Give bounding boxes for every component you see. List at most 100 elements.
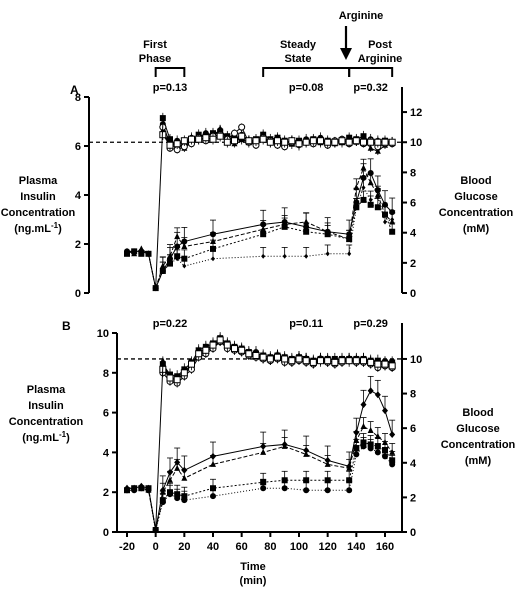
p-value-label: p=0.11: [289, 318, 323, 330]
insulin-point: [367, 169, 374, 176]
svg-text:Glucose: Glucose: [454, 191, 497, 203]
glucose-point: [295, 140, 303, 148]
insulin-point: [303, 228, 310, 235]
phase-first: First Phase: [139, 39, 171, 65]
p-value-label: p=0.32: [353, 82, 388, 94]
svg-text:Plasma: Plasma: [19, 175, 58, 187]
insulin-point: [260, 485, 267, 492]
glucose-point: [238, 132, 246, 140]
insulin-point: [174, 464, 181, 471]
insulin-point: [174, 495, 181, 502]
glucose-point: [381, 360, 389, 368]
insulin-point: [375, 194, 380, 200]
insulin-point: [211, 256, 215, 262]
insulin-series-square: [124, 190, 396, 292]
insulin-point: [181, 474, 188, 481]
insulin-point: [346, 236, 353, 243]
panel-b-y2label: Blood Glucose Concentration (mM): [441, 407, 516, 467]
glucose-point: [266, 138, 274, 146]
insulin-point: [360, 401, 367, 409]
glucose-point: [252, 351, 260, 359]
svg-text:Insulin: Insulin: [28, 400, 64, 412]
clamp-start-link: [155, 365, 164, 531]
phase-first-line2: Phase: [139, 53, 171, 65]
glucose-point: [345, 138, 353, 146]
p-value-label: p=0.08: [289, 82, 324, 94]
p-value-label: p=0.29: [353, 318, 388, 330]
insulin-point: [145, 487, 152, 494]
insulin-point: [324, 231, 331, 238]
glucose-point: [352, 357, 360, 365]
insulin-series-line: [127, 390, 393, 531]
svg-text:(mM): (mM): [465, 455, 492, 467]
insulin-point: [303, 450, 310, 457]
insulin-point: [181, 242, 188, 249]
p-value-label: p=0.13: [153, 82, 188, 94]
x-tick-label: 60: [236, 541, 248, 553]
glucose-point: [360, 133, 367, 140]
glucose-point: [209, 341, 217, 349]
right-tick-label: 10: [410, 354, 422, 366]
glucose-point: [223, 341, 231, 349]
insulin-point: [346, 487, 353, 494]
insulin-series-line: [126, 441, 393, 531]
glucose-point: [245, 137, 253, 145]
x-tick-label: -20: [119, 541, 135, 553]
glucose-point: [202, 346, 210, 354]
glucose-point: [309, 358, 317, 366]
x-tick-label: 80: [264, 541, 276, 553]
left-tick-label: 2: [103, 487, 109, 499]
glucose-point: [367, 358, 375, 366]
phase-bracket: [348, 67, 394, 77]
glucose-point: [309, 137, 317, 145]
insulin-point: [174, 243, 181, 250]
insulin-point: [260, 231, 267, 238]
glucose-point: [238, 123, 246, 131]
insulin-point: [367, 387, 374, 395]
insulin-point: [353, 451, 360, 458]
insulin-point: [383, 219, 387, 225]
insulin-point: [131, 487, 138, 494]
glucose-point: [374, 147, 381, 154]
right-tick-label: 10: [410, 137, 422, 149]
insulin-point: [281, 442, 288, 449]
svg-text:(mM): (mM): [463, 223, 490, 235]
insulin-point: [138, 485, 145, 492]
insulin-point: [360, 443, 367, 450]
glucose-point: [281, 138, 289, 146]
insulin-point: [367, 445, 374, 452]
glucose-point: [216, 132, 224, 140]
insulin-point: [367, 427, 374, 434]
right-tick-label: 2: [410, 492, 416, 504]
insulin-point: [360, 423, 367, 430]
right-tick-label: 6: [410, 198, 416, 210]
x-tick-label: 20: [178, 541, 190, 553]
left-tick-label: 8: [75, 92, 81, 104]
right-tick-label: 0: [410, 288, 416, 300]
glucose-point: [345, 357, 353, 365]
insulin-point: [281, 485, 288, 492]
glucose-point: [288, 137, 296, 145]
insulin-point: [124, 487, 130, 494]
panel-b-letter: B: [62, 319, 71, 333]
insulin-point: [174, 233, 181, 240]
glucose-point: [188, 135, 195, 143]
insulin-point: [325, 251, 330, 257]
glucose-point: [188, 360, 195, 368]
panel-b-ylabel: Plasma Insulin Concentration (ng.mL-1): [9, 384, 84, 444]
insulin-point: [368, 197, 373, 203]
svg-text:(ng.mL-1): (ng.mL-1): [14, 221, 62, 236]
glucose-point: [259, 353, 267, 361]
svg-text:Concentration: Concentration: [9, 416, 84, 428]
glucose-point: [352, 137, 360, 145]
insulin-point: [146, 251, 151, 257]
insulin-series-triangle: [124, 417, 396, 533]
glucose-point: [324, 357, 332, 365]
glucose-point: [195, 135, 203, 143]
left-tick-label: 4: [75, 190, 82, 202]
right-tick-label: 4: [410, 228, 417, 240]
glucose-point: [302, 138, 310, 146]
svg-text:Insulin: Insulin: [20, 191, 56, 203]
insulin-series-line: [127, 445, 393, 531]
